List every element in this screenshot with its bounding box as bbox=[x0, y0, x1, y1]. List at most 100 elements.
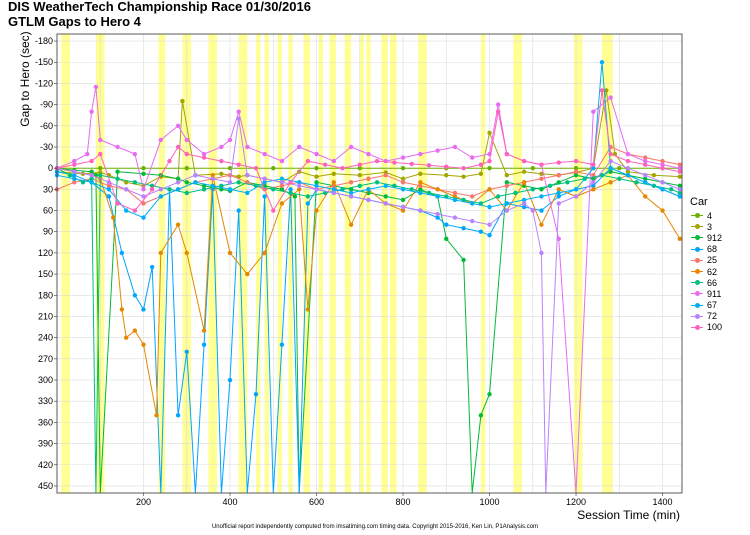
data-point bbox=[504, 151, 510, 157]
data-point bbox=[124, 335, 129, 340]
data-point bbox=[219, 144, 224, 150]
data-point bbox=[573, 194, 579, 199]
data-point bbox=[175, 187, 181, 192]
legend-label: 25 bbox=[707, 255, 718, 266]
data-point bbox=[591, 109, 596, 114]
caution-band bbox=[480, 34, 486, 493]
data-point bbox=[314, 180, 319, 185]
data-point bbox=[487, 391, 492, 397]
caution-band bbox=[238, 34, 248, 493]
legend-item: 100 bbox=[690, 322, 722, 333]
data-point bbox=[625, 169, 631, 174]
data-point bbox=[262, 250, 267, 256]
data-point bbox=[487, 222, 492, 227]
data-point bbox=[470, 194, 475, 199]
data-point bbox=[418, 180, 423, 185]
data-point bbox=[573, 173, 579, 178]
data-point bbox=[201, 155, 207, 160]
data-point bbox=[643, 173, 648, 178]
data-point bbox=[262, 176, 267, 181]
data-point bbox=[236, 116, 241, 121]
data-point bbox=[175, 176, 181, 181]
copyright-footer: Unofficial report independently computed… bbox=[211, 524, 539, 530]
data-point bbox=[210, 176, 215, 181]
data-point bbox=[409, 161, 414, 167]
caution-band bbox=[573, 34, 583, 493]
data-point bbox=[279, 342, 285, 347]
data-point bbox=[219, 171, 224, 177]
data-point bbox=[175, 180, 181, 185]
x-tick-label: 1000 bbox=[480, 497, 500, 507]
data-point bbox=[539, 208, 544, 213]
legend-label: 911 bbox=[707, 288, 722, 299]
caution-band bbox=[390, 34, 397, 493]
data-point bbox=[201, 151, 207, 157]
data-point bbox=[677, 174, 683, 179]
data-point bbox=[262, 180, 267, 185]
data-point bbox=[175, 123, 181, 128]
data-point bbox=[539, 171, 544, 177]
data-point bbox=[547, 183, 553, 189]
data-point bbox=[119, 250, 125, 256]
data-point bbox=[604, 88, 609, 93]
x-tick-label: 800 bbox=[396, 497, 411, 507]
data-point bbox=[504, 173, 510, 178]
data-point bbox=[175, 222, 181, 227]
legend-key bbox=[690, 211, 704, 221]
data-point bbox=[418, 151, 423, 157]
data-point bbox=[478, 162, 484, 167]
data-point bbox=[279, 158, 285, 164]
chart-subtitle: GTLM Gaps to Hero 4 bbox=[8, 14, 141, 29]
series-line bbox=[56, 118, 680, 494]
data-point bbox=[478, 229, 484, 234]
data-point bbox=[141, 165, 146, 171]
x-tick-label: 600 bbox=[309, 497, 324, 507]
data-point bbox=[279, 180, 285, 185]
data-point bbox=[599, 88, 605, 93]
data-point bbox=[643, 194, 648, 199]
legend-item: 62 bbox=[690, 266, 722, 277]
caution-band bbox=[318, 34, 324, 493]
legend-label: 66 bbox=[707, 277, 718, 288]
y-tick-label: -60 bbox=[40, 121, 53, 131]
data-point bbox=[227, 187, 233, 192]
y-tick-label: 180 bbox=[38, 290, 53, 300]
data-point bbox=[158, 250, 164, 256]
y-tick-label: 270 bbox=[38, 354, 53, 364]
data-point bbox=[478, 171, 484, 177]
data-point bbox=[504, 180, 510, 185]
data-point bbox=[357, 173, 362, 178]
data-point bbox=[297, 183, 302, 189]
data-point bbox=[288, 190, 293, 196]
data-point bbox=[617, 165, 622, 171]
data-point bbox=[625, 173, 631, 178]
legend-key bbox=[690, 267, 704, 277]
data-point bbox=[132, 180, 138, 185]
caution-band bbox=[381, 34, 388, 493]
data-point bbox=[236, 208, 241, 213]
legend-item: 67 bbox=[690, 300, 722, 311]
data-point bbox=[643, 180, 648, 185]
data-point bbox=[426, 163, 432, 168]
data-point bbox=[141, 307, 146, 312]
data-point bbox=[634, 180, 639, 185]
data-point bbox=[444, 164, 449, 169]
data-point bbox=[89, 180, 94, 185]
data-point bbox=[366, 187, 371, 192]
data-point bbox=[331, 190, 337, 196]
data-point bbox=[305, 194, 311, 199]
data-point bbox=[98, 173, 103, 178]
data-point bbox=[357, 162, 362, 167]
data-point bbox=[625, 151, 631, 157]
data-point bbox=[331, 171, 337, 177]
data-point bbox=[556, 190, 561, 196]
data-point bbox=[530, 187, 535, 192]
caution-band bbox=[208, 34, 218, 493]
data-point bbox=[608, 169, 613, 174]
data-point bbox=[556, 187, 561, 192]
data-point bbox=[167, 158, 172, 164]
data-point bbox=[487, 165, 492, 171]
data-point bbox=[193, 173, 198, 178]
y-tick-label: 90 bbox=[43, 227, 53, 237]
legend-item: 4 bbox=[690, 210, 722, 221]
